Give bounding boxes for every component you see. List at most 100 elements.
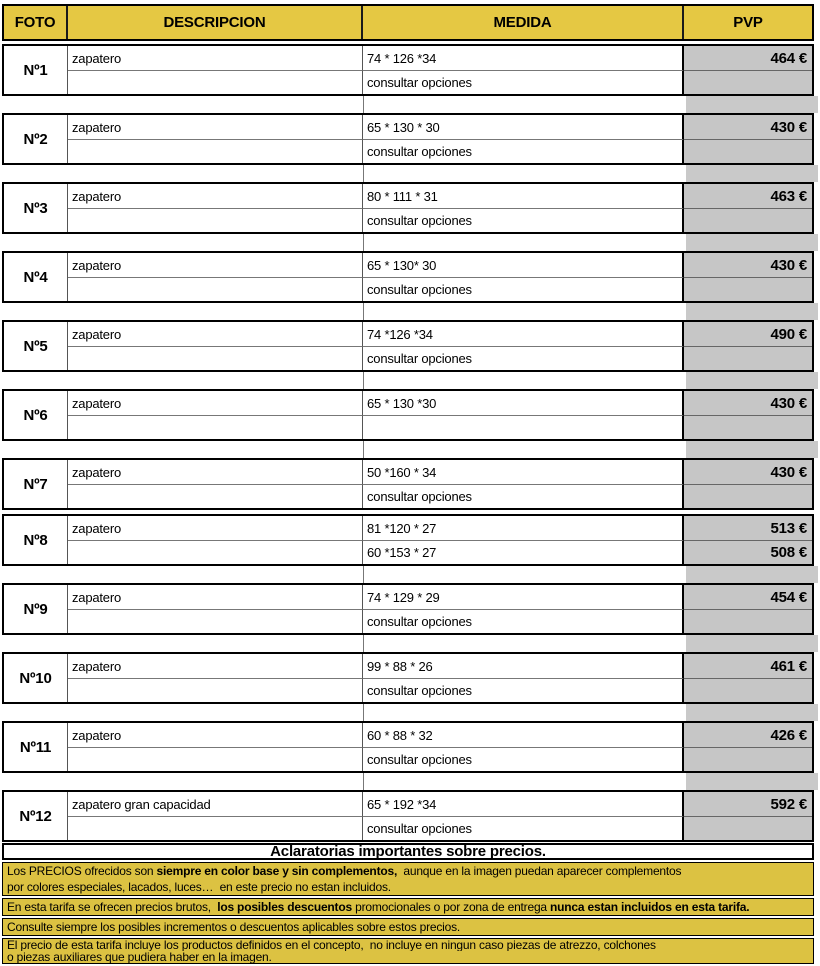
description-cell-empty	[68, 610, 363, 633]
pvp-gray-filler	[686, 566, 818, 583]
measure-cell: 80 * 111 * 31	[363, 184, 684, 209]
column-divider-line	[363, 704, 364, 721]
column-divider-line	[363, 165, 364, 182]
description-cell-empty	[68, 71, 363, 94]
measure-cell: 65 * 130 *30	[363, 391, 684, 416]
note-line: Consulte siempre los posibles incremento…	[7, 919, 809, 935]
price-cell: 430 €	[684, 253, 812, 278]
options-cell: consultar opciones	[363, 209, 684, 232]
column-divider-line	[363, 96, 364, 113]
price-cell-secondary	[684, 679, 812, 702]
note-block: Consulte siempre los posibles incremento…	[2, 918, 814, 936]
description-cell: zapatero	[68, 585, 363, 610]
pvp-gray-filler	[686, 635, 818, 652]
price-cell-secondary	[684, 71, 812, 94]
options-cell: consultar opciones	[363, 71, 684, 94]
measure-cell: 65 * 130* 30	[363, 253, 684, 278]
column-header-pvp: PVP	[733, 14, 763, 31]
description-cell-empty	[68, 278, 363, 301]
description-cell: zapatero	[68, 322, 363, 347]
table-row: Nº4 zapatero 65 * 130* 30 430 € consultar op…	[2, 251, 814, 303]
price-cell-secondary	[684, 748, 812, 771]
options-cell: consultar opciones	[363, 748, 684, 771]
table-row: Nº2 zapatero 65 * 130 * 30 430 € consultar o…	[2, 113, 814, 165]
table-row: Nº8 zapatero 81 *120 * 27 513 €60 *153 * 27…	[2, 514, 814, 566]
note-text-bold: siempre en color base y sin complementos…	[156, 864, 398, 878]
price-cell-secondary	[684, 278, 812, 301]
column-header-foto: FOTO	[4, 6, 68, 39]
spacer-row	[2, 635, 818, 652]
description-cell-empty	[68, 209, 363, 232]
description-cell-empty	[68, 485, 363, 508]
pvp-gray-filler	[686, 96, 818, 113]
spacer-row	[2, 773, 818, 790]
price-cell-secondary	[684, 347, 812, 370]
note-text: En esta tarifa se ofrecen precios brutos…	[7, 900, 218, 914]
description-cell: zapatero	[68, 723, 363, 748]
row-number-label: Nº5	[4, 322, 68, 370]
note-block: Los PRECIOS ofrecidos son siempre en col…	[2, 862, 814, 896]
table-row: Nº7 zapatero 50 *160 * 34 430 € consultar op…	[2, 458, 814, 510]
note-text: aunque en la imagen puedan aparecer comp…	[397, 864, 682, 878]
row-number-label: Nº3	[4, 184, 68, 232]
pvp-gray-filler	[686, 303, 818, 320]
description-cell-empty	[68, 541, 363, 564]
spacer-row	[2, 566, 818, 583]
options-cell: 60 *153 * 27	[363, 541, 684, 564]
row-number-label: Nº12	[4, 792, 68, 840]
row-number-label: Nº1	[4, 46, 68, 94]
column-header-medida: MEDIDA	[363, 6, 684, 39]
column-divider-line	[363, 303, 364, 320]
price-cell: 454 €	[684, 585, 812, 610]
row-number-label: Nº9	[4, 585, 68, 633]
price-cell-secondary	[684, 817, 812, 840]
price-cell: 430 €	[684, 115, 812, 140]
table-header: FOTO DESCRIPCION MEDIDA PVP	[2, 4, 814, 41]
measure-cell: 65 * 192 *34	[363, 792, 684, 817]
price-cell: 430 €	[684, 460, 812, 485]
measure-cell: 50 *160 * 34	[363, 460, 684, 485]
pvp-gray-filler	[686, 441, 818, 458]
row-number-label: Nº2	[4, 115, 68, 163]
pvp-gray-filler	[686, 704, 818, 721]
description-cell-empty	[68, 140, 363, 163]
options-cell: consultar opciones	[363, 140, 684, 163]
price-cell-secondary	[684, 485, 812, 508]
description-cell: zapatero	[68, 391, 363, 416]
description-cell: zapatero gran capacidad	[68, 792, 363, 817]
spacer-row	[2, 165, 818, 182]
description-cell-empty	[68, 817, 363, 840]
options-cell	[363, 416, 684, 439]
row-number-label: Nº4	[4, 253, 68, 301]
description-cell-empty	[68, 416, 363, 439]
column-divider-line	[363, 635, 364, 652]
options-cell: consultar opciones	[363, 485, 684, 508]
price-cell: 513 €	[684, 516, 812, 541]
options-cell: consultar opciones	[363, 278, 684, 301]
description-cell: zapatero	[68, 253, 363, 278]
description-cell: zapatero	[68, 516, 363, 541]
table-row: Nº11 zapatero 60 * 88 * 32 426 € consultar o…	[2, 721, 814, 773]
pvp-gray-filler	[686, 165, 818, 182]
column-divider-line	[363, 441, 364, 458]
row-number-label: Nº6	[4, 391, 68, 439]
table-row: Nº12 zapatero gran capacidad 65 * 192 *34 5…	[2, 790, 814, 842]
spacer-row	[2, 234, 818, 251]
price-cell: 592 €	[684, 792, 812, 817]
description-cell: zapatero	[68, 654, 363, 679]
notes-section: Los PRECIOS ofrecidos son siempre en col…	[2, 862, 814, 964]
price-cell-secondary: 508 €	[684, 541, 812, 564]
row-number-label: Nº10	[4, 654, 68, 702]
price-cell: 464 €	[684, 46, 812, 71]
measure-cell: 74 *126 *34	[363, 322, 684, 347]
column-divider-line	[363, 234, 364, 251]
spacer-row	[2, 704, 818, 721]
note-block: En esta tarifa se ofrecen precios brutos…	[2, 898, 814, 916]
note-line: En esta tarifa se ofrecen precios brutos…	[7, 899, 809, 915]
note-text: por colores especiales, lacados, luces… …	[7, 880, 391, 894]
note-line: El precio de esta tarifa incluye los pro…	[7, 939, 809, 951]
description-cell: zapatero	[68, 46, 363, 71]
price-cell: 461 €	[684, 654, 812, 679]
table-row: Nº10 zapatero 99 * 88 * 26 461 € consultar o…	[2, 652, 814, 704]
options-cell: consultar opciones	[363, 817, 684, 840]
